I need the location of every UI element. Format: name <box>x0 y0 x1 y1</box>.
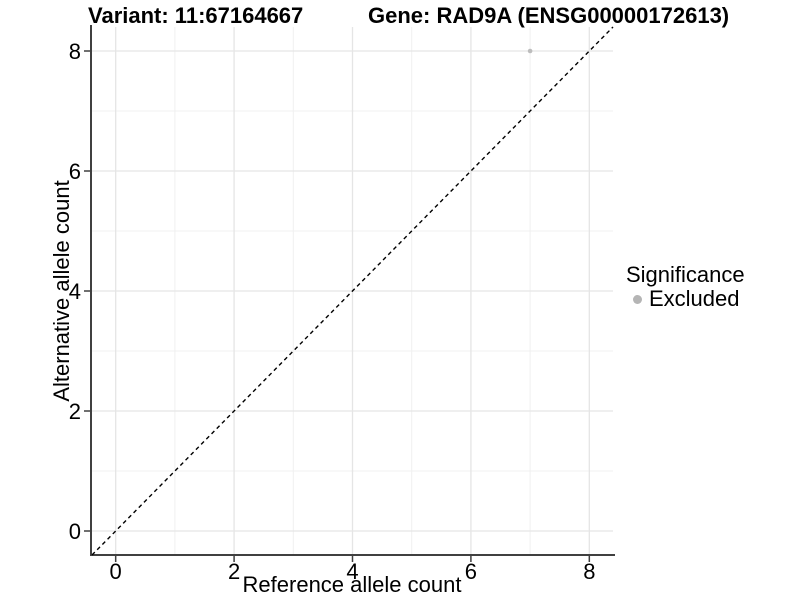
tick-labels: 0 2 4 6 8 0 2 4 6 8 <box>69 39 596 584</box>
identity-line <box>91 26 614 556</box>
x-tick-label: 6 <box>465 559 477 584</box>
legend-item-excluded: Excluded <box>626 287 745 311</box>
y-tick-label: 8 <box>69 39 81 64</box>
gene-title: Gene: RAD9A (ENSG00000172613) <box>368 3 730 28</box>
x-tick-label: 8 <box>583 559 595 584</box>
y-axis-label: Alternative allele count <box>49 180 74 401</box>
y-tick-label: 0 <box>69 519 81 544</box>
y-tick-label: 4 <box>69 279 81 304</box>
identity-line-dashed <box>91 26 614 556</box>
x-tick-label: 0 <box>110 559 122 584</box>
x-tick-label: 2 <box>228 559 240 584</box>
legend-point-icon <box>633 294 642 304</box>
data-point <box>527 48 533 54</box>
x-axis-label: Reference allele count <box>243 572 462 597</box>
tick-marks <box>84 50 591 562</box>
x-tick-label: 4 <box>346 559 358 584</box>
axis-lines <box>90 25 615 556</box>
data-points <box>527 48 533 54</box>
y-tick-label: 2 <box>69 399 81 424</box>
variant-title: Variant: 11:67164667 <box>88 3 304 28</box>
legend-item-label: Excluded <box>649 286 740 311</box>
y-tick-label: 6 <box>69 159 81 184</box>
legend-title: Significance <box>626 262 745 287</box>
legend: Significance Excluded <box>626 263 745 311</box>
